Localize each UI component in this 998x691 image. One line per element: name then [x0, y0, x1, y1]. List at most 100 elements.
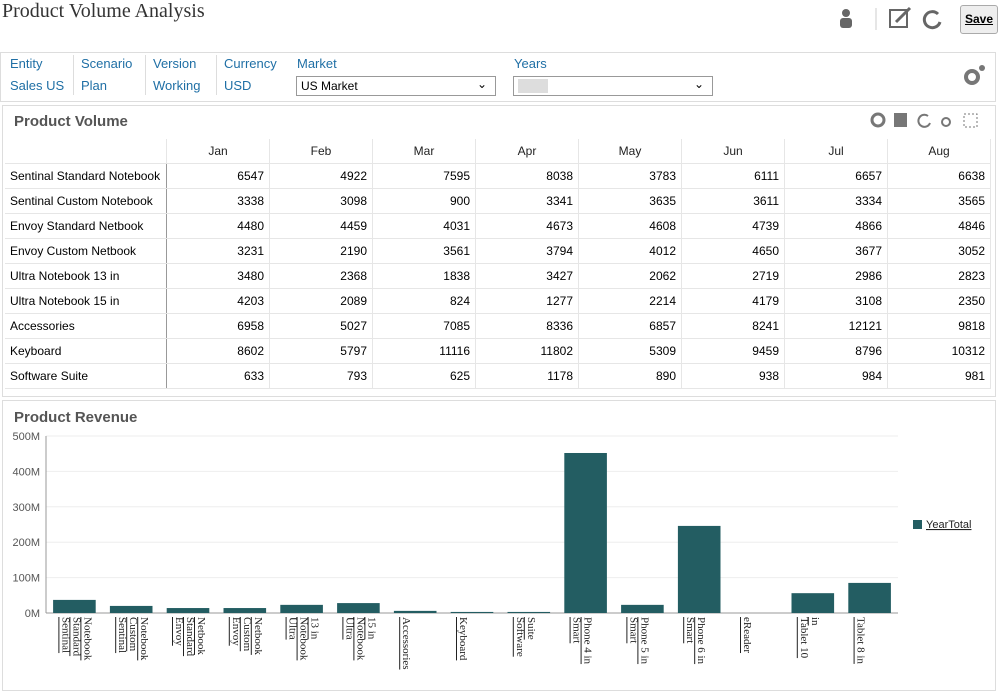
- column-header: Jan: [166, 139, 270, 164]
- x-tick-label: Smart Phone 6 in: [684, 617, 708, 665]
- cell: 4031: [372, 213, 476, 239]
- bar: [677, 525, 721, 613]
- cell: 3098: [269, 188, 373, 214]
- row-header: Sentinal Standard Notebook: [5, 163, 167, 189]
- pov-value[interactable]: Working: [153, 78, 201, 93]
- bar: [564, 452, 607, 613]
- cell: 1838: [372, 263, 476, 289]
- cell: 2062: [578, 263, 682, 289]
- settings-icon[interactable]: [962, 62, 988, 88]
- cell: 8796: [784, 338, 888, 364]
- row-header: Accessories: [5, 313, 167, 339]
- column-header: Apr: [475, 139, 579, 164]
- pov-divider: [145, 55, 146, 95]
- cell: 4012: [578, 238, 682, 264]
- cell: 2350: [887, 288, 991, 314]
- column-header: Feb: [269, 139, 373, 164]
- table-row: Accessories 6958 5027 7085 8336 6857 8241 12121…: [5, 313, 991, 339]
- cell: 4608: [578, 213, 682, 239]
- row-header: Sentinal Custom Notebook: [5, 188, 167, 214]
- cell: 6638: [887, 163, 991, 189]
- cell: 3108: [784, 288, 888, 314]
- pov-value[interactable]: Sales US: [10, 78, 65, 93]
- save-button[interactable]: Save: [960, 5, 998, 34]
- x-tick-label: Sentinal Custom Notebook: [116, 617, 151, 661]
- cell: 4866: [784, 213, 888, 239]
- row-header: Keyboard: [5, 338, 167, 364]
- column-header: Mar: [372, 139, 476, 164]
- pov-bar: [0, 52, 996, 102]
- cell: 793: [269, 363, 373, 389]
- cell: 4203: [166, 288, 270, 314]
- corner-cell: [5, 139, 167, 164]
- cell: 1277: [475, 288, 579, 314]
- cell: 1178: [475, 363, 579, 389]
- cell: 8602: [166, 338, 270, 364]
- table-row: Keyboard 8602 5797 11116 11802 5309 9459 8796 10…: [5, 338, 991, 364]
- bar: [53, 599, 96, 613]
- x-tick-label: Ultra Notebook 15 in: [343, 617, 378, 661]
- cell: 7595: [372, 163, 476, 189]
- cell: 11802: [475, 338, 579, 364]
- pov-label: Entity: [10, 56, 43, 71]
- x-tick-label: Smart Phone 4 in: [570, 617, 594, 665]
- cell: 3561: [372, 238, 476, 264]
- cell: 900: [372, 188, 476, 214]
- chart-title: Product Revenue: [14, 409, 138, 426]
- row-header: Software Suite: [5, 363, 167, 389]
- table-title: Product Volume: [14, 113, 128, 130]
- x-tick-label: Smart Phone 5 in: [627, 617, 651, 665]
- legend-label: YearTotal: [926, 519, 971, 531]
- row-header: Envoy Custom Netbook: [5, 238, 167, 264]
- row-header: Ultra Notebook 13 in: [5, 263, 167, 289]
- column-header: Aug: [887, 139, 991, 164]
- cell: 12121: [784, 313, 888, 339]
- cell: 6547: [166, 163, 270, 189]
- x-tick-label: Sentinal Standard Notebook: [59, 617, 94, 661]
- row-header: Ultra Notebook 15 in: [5, 288, 167, 314]
- pov-value[interactable]: Plan: [81, 78, 108, 93]
- bar: [848, 582, 891, 613]
- legend-swatch: [913, 520, 922, 529]
- market-dropdown[interactable]: US Market ⌄: [296, 76, 496, 96]
- x-tick-label: Envoy Standard Netbook: [173, 617, 207, 657]
- cell: 6857: [578, 313, 682, 339]
- pov-value[interactable]: USD: [224, 78, 252, 93]
- cell: 9818: [887, 313, 991, 339]
- y-tick-label: 200M: [12, 537, 40, 549]
- cell: 3231: [166, 238, 270, 264]
- pov-label: Currency: [224, 56, 277, 71]
- cell: 4179: [681, 288, 785, 314]
- cell: 3611: [681, 188, 785, 214]
- cell: 3565: [887, 188, 991, 214]
- cell: 890: [578, 363, 682, 389]
- bar: [791, 593, 835, 613]
- column-header: May: [578, 139, 682, 164]
- cell: 3480: [166, 263, 270, 289]
- cell: 984: [784, 363, 888, 389]
- cell: 2719: [681, 263, 785, 289]
- bar: [450, 611, 494, 613]
- cell: 824: [372, 288, 476, 314]
- table-row: Envoy Standard Netbook 4480 4459 4031 4673 46…: [5, 213, 991, 239]
- cell: 6958: [166, 313, 270, 339]
- header-row: Jan Feb Mar Apr May Jun Jul Aug: [5, 139, 991, 164]
- cell: 2190: [269, 238, 373, 264]
- y-tick-label: 0M: [25, 608, 40, 620]
- cell: 3052: [887, 238, 991, 264]
- cell: 3341: [475, 188, 579, 214]
- cell: 4922: [269, 163, 373, 189]
- table-row: Ultra Notebook 15 in 4203 2089 824 1277 2214 4…: [5, 288, 991, 314]
- table-row: Ultra Notebook 13 in 3480 2368 1838 3427 2062…: [5, 263, 991, 289]
- cell: 8038: [475, 163, 579, 189]
- cell: 4459: [269, 213, 373, 239]
- cell: 5309: [578, 338, 682, 364]
- x-tick-label: Software Suite: [513, 617, 537, 657]
- bar: [337, 603, 380, 613]
- market-label: Market: [297, 56, 337, 71]
- bar: [109, 605, 153, 613]
- years-dropdown[interactable]: ⌄: [513, 76, 713, 96]
- pov-divider: [216, 55, 217, 95]
- cell: 2089: [269, 288, 373, 314]
